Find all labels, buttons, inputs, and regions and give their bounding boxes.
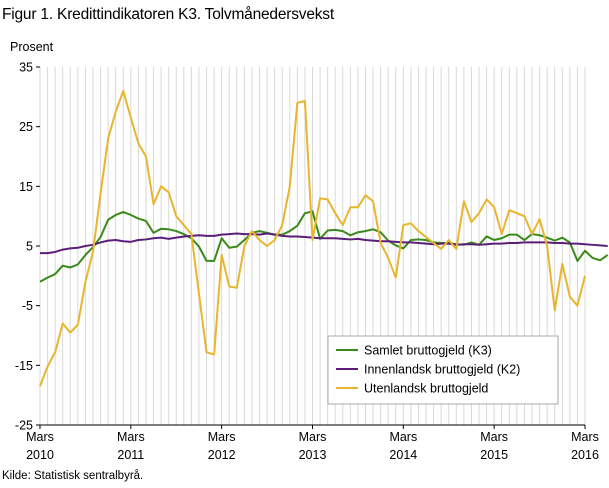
chart-title: Figur 1. Kredittindikatoren K3. Tolvmåne…	[2, 6, 334, 23]
x-tick-label-month: Mars	[117, 430, 145, 444]
x-tick-label-year: 2011	[117, 448, 144, 462]
series-line-3	[39, 89, 586, 387]
y-tick-label: -5	[22, 299, 33, 313]
legend-label: Innenlandsk bruttogjeld (K2)	[364, 363, 520, 377]
y-tick-label: 25	[19, 120, 33, 134]
legend-box	[327, 335, 559, 405]
x-tick-label-month: Mars	[26, 430, 54, 444]
x-tick-label-year: 2016	[571, 448, 599, 462]
series-line-2	[40, 232, 608, 255]
y-axis-label: Prosent	[10, 40, 54, 54]
legend: Samlet bruttogjeld (K3) Innenlandsk brutt…	[327, 335, 559, 405]
series-lines	[39, 89, 609, 387]
x-tick-label-year: 2013	[299, 448, 327, 462]
legend-label: Utenlandsk bruttogjeld	[364, 382, 488, 396]
x-tick-label-year: 2010	[26, 448, 54, 462]
y-tick-label: 35	[19, 61, 33, 75]
y-tick-label: -25	[15, 419, 33, 433]
x-tick-label-year: 2012	[208, 448, 236, 462]
x-tick-label-year: 2014	[389, 448, 417, 462]
x-tick-label-month: Mars	[208, 430, 236, 444]
legend-label: Samlet bruttogjeld (K3)	[364, 344, 492, 358]
source-note: Kilde: Statistisk sentralbyrå.	[2, 470, 144, 482]
x-tick-label-month: Mars	[389, 430, 417, 444]
y-tick-label: 15	[19, 180, 33, 194]
axes: 3525155-5-15-25Mars2010Mars2011Mars2012M…	[15, 61, 599, 463]
series-line-1	[39, 210, 609, 283]
x-tick-label-month: Mars	[299, 430, 327, 444]
x-tick-label-month: Mars	[571, 430, 599, 444]
y-tick-label: -15	[15, 359, 33, 373]
x-tick-label-month: Mars	[480, 430, 508, 444]
y-tick-label: 5	[26, 240, 33, 254]
x-tick-label-year: 2015	[480, 448, 508, 462]
